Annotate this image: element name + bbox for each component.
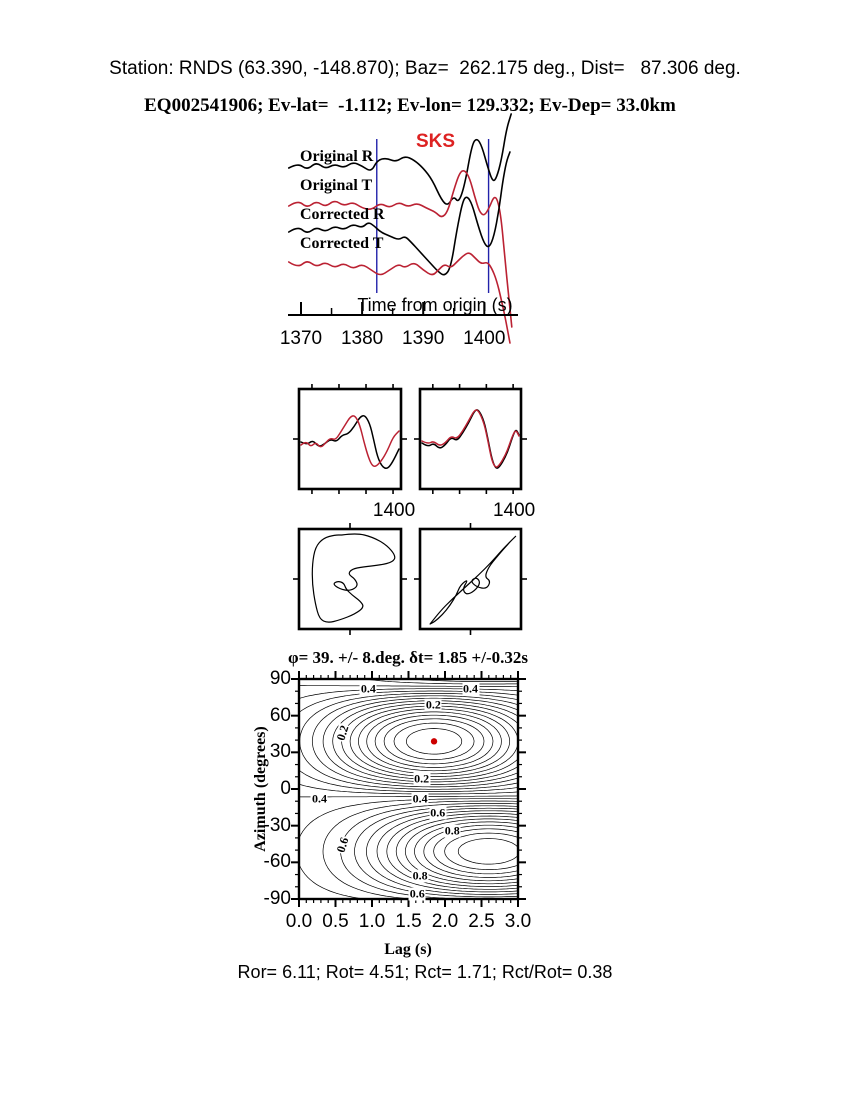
trace-label-corrected-r: Corrected R — [300, 206, 385, 223]
panel-tick-1: 1400 — [492, 500, 536, 521]
contour-label-7-0.6: 0.6 — [429, 805, 447, 820]
stats-line: Ror= 6.11; Rot= 4.51; Rct= 1.71; Rct/Rot… — [237, 962, 613, 982]
contour-plot-lines — [291, 671, 526, 907]
lag-tick-3.0: 3.0 — [504, 911, 532, 932]
fast-slow-before-correction-fast — [300, 415, 400, 467]
contour-label-11-0.6: 0.6 — [408, 886, 426, 901]
trace-original-r — [287, 113, 512, 205]
contour-label-4-0.2: 0.2 — [413, 771, 431, 786]
time-axis-label: Time from origin (s) — [357, 295, 513, 315]
particle-motion-after-path — [429, 535, 517, 625]
station-title: Station: RNDS (63.390, -148.870); Baz= 2… — [109, 58, 741, 79]
trace-label-original-t: Original T — [300, 177, 373, 194]
contour-label-5-0.4: 0.4 — [310, 791, 328, 806]
trace-corrected-t — [287, 252, 511, 344]
phase-label-sks: SKS — [416, 131, 456, 152]
waveform-panel-lines — [287, 113, 518, 344]
time-tick-1390: 1390 — [402, 328, 445, 349]
contour-label-2-0.2: 0.2 — [424, 697, 442, 712]
lag-tick-2.0: 2.0 — [431, 911, 459, 932]
lag-tick-0.0: 0.0 — [285, 911, 313, 932]
time-tick-1400: 1400 — [463, 328, 506, 349]
particle-motion-before-path — [311, 533, 396, 623]
contour-label-0-0.4: 0.4 — [359, 681, 377, 696]
lag-axis-label: Lag (s) — [384, 941, 432, 958]
fast-slow-after-correction-fast — [421, 409, 520, 468]
comparison-box-fast-slow-before-correction — [297, 387, 403, 491]
contour-label-6-0.4: 0.4 — [411, 791, 429, 806]
lag-tick-2.5: 2.5 — [468, 911, 495, 932]
comparison-panels-lines — [293, 384, 527, 494]
particle-box-particle-motion-after — [418, 527, 523, 631]
fast-slow-before-correction-slow — [300, 415, 400, 469]
trace-label-original-r: Original R — [300, 148, 374, 165]
contour-lines — [298, 678, 519, 900]
best-solution-dot — [430, 738, 438, 745]
panel-tick-0: 1400 — [372, 500, 416, 521]
azimuth-tick-0: 0 — [280, 778, 291, 799]
lag-tick-0.5: 0.5 — [322, 911, 349, 932]
azimuth-tick-60: 60 — [269, 704, 291, 726]
contour-label-10-0.8: 0.8 — [411, 868, 429, 883]
contour-label-8-0.8: 0.8 — [443, 823, 461, 838]
trace-corrected-r — [287, 151, 511, 276]
time-tick-1370: 1370 — [279, 328, 323, 349]
azimuth-tick--30: -30 — [263, 814, 291, 836]
lag-tick-1.0: 1.0 — [358, 911, 386, 932]
trace-original-t — [287, 170, 513, 328]
trace-label-corrected-t: Corrected T — [300, 235, 384, 252]
contour-title: φ= 39. +/- 8.deg. δt= 1.85 +/-0.32s — [288, 648, 528, 667]
lag-tick-1.5: 1.5 — [395, 911, 422, 932]
azimuth-tick-30: 30 — [269, 741, 291, 763]
particle-motion-lines — [293, 523, 527, 635]
comparison-box-fast-slow-after-correction — [418, 387, 523, 491]
azimuth-tick--90: -90 — [263, 888, 291, 909]
azimuth-tick-90: 90 — [269, 668, 291, 689]
event-title: EQ002541906; Ev-lat= -1.112; Ev-lon= 129… — [144, 95, 676, 116]
particle-box-particle-motion-before — [297, 527, 403, 631]
time-tick-1380: 1380 — [340, 328, 384, 349]
contour-label-1-0.4: 0.4 — [462, 681, 480, 696]
azimuth-tick--60: -60 — [263, 851, 291, 873]
